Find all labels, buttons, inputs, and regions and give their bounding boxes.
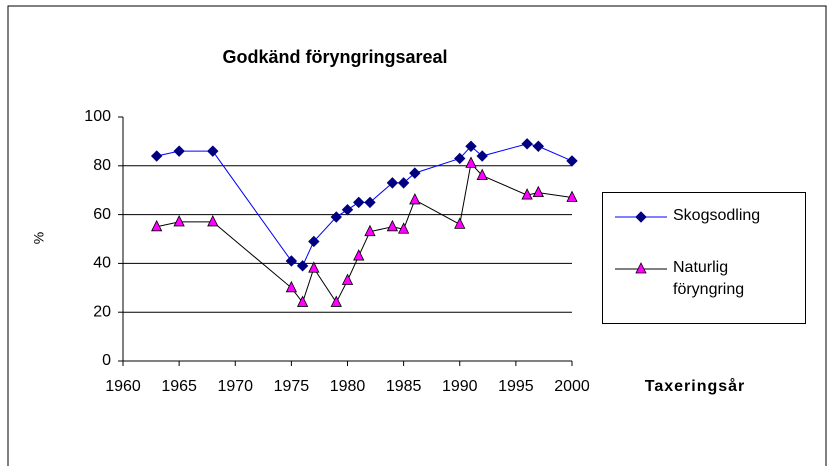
legend-label: Skogsodling [673,207,761,224]
marker [532,140,545,152]
marker [476,150,488,162]
marker [566,190,578,202]
x-axis-label: Taxeringsår [645,377,746,395]
marker [454,217,466,229]
x-tick-label: 1980 [330,378,366,395]
frame [7,5,827,466]
marker [150,150,163,162]
marker [341,204,354,216]
legend-symbol [615,262,667,274]
marker [308,235,320,248]
marker [296,295,309,307]
x-tick-label: 1990 [442,378,478,395]
y-axis-label: % [31,232,47,244]
marker [330,295,342,307]
marker [476,168,488,180]
marker [454,152,466,165]
x-tick-label: 1985 [386,378,422,395]
x-tick-label: 1960 [105,378,141,395]
marker [409,193,421,205]
x-tick-label: 2000 [554,378,590,395]
x-tick-label: 1975 [274,378,310,395]
marker [521,138,533,150]
marker [409,167,421,179]
marker [308,261,320,273]
marker [341,273,354,285]
y-tick-label: 20 [93,303,111,320]
y-tick-label: 100 [84,108,111,125]
x-tick-label: 1970 [217,378,253,395]
marker [353,196,365,209]
y-tick-label: 0 [102,352,111,369]
x-tick-label: 1965 [161,378,197,395]
marker [173,145,185,157]
marker [386,177,399,189]
marker [566,155,578,167]
marker [285,255,298,267]
legend-symbol [615,211,667,223]
marker [465,140,477,152]
marker [521,188,533,200]
legend-label: Naturlig föryngring [673,259,745,298]
marker [635,211,647,223]
marker [386,219,399,232]
x-tick-label: 1995 [498,378,534,395]
y-tick-label: 80 [93,157,111,174]
marker [364,224,376,237]
legend: Skogsodling Naturlig föryngring [602,192,806,324]
marker [173,215,185,227]
series-line [156,143,573,267]
marker [207,215,219,227]
marker [207,145,219,157]
marker [465,156,477,168]
marker [364,196,376,209]
marker [397,222,410,234]
y-tick-label: 40 [93,255,111,272]
marker [635,262,647,274]
marker [397,177,410,189]
marker [353,249,365,261]
marker [296,260,309,272]
marker [151,219,163,232]
chart-title: Godkänd föryngringsareal [222,47,447,67]
marker [330,211,342,223]
marker [532,185,544,198]
series-line [156,162,573,304]
y-tick-label: 60 [93,206,111,223]
marker [285,280,298,293]
